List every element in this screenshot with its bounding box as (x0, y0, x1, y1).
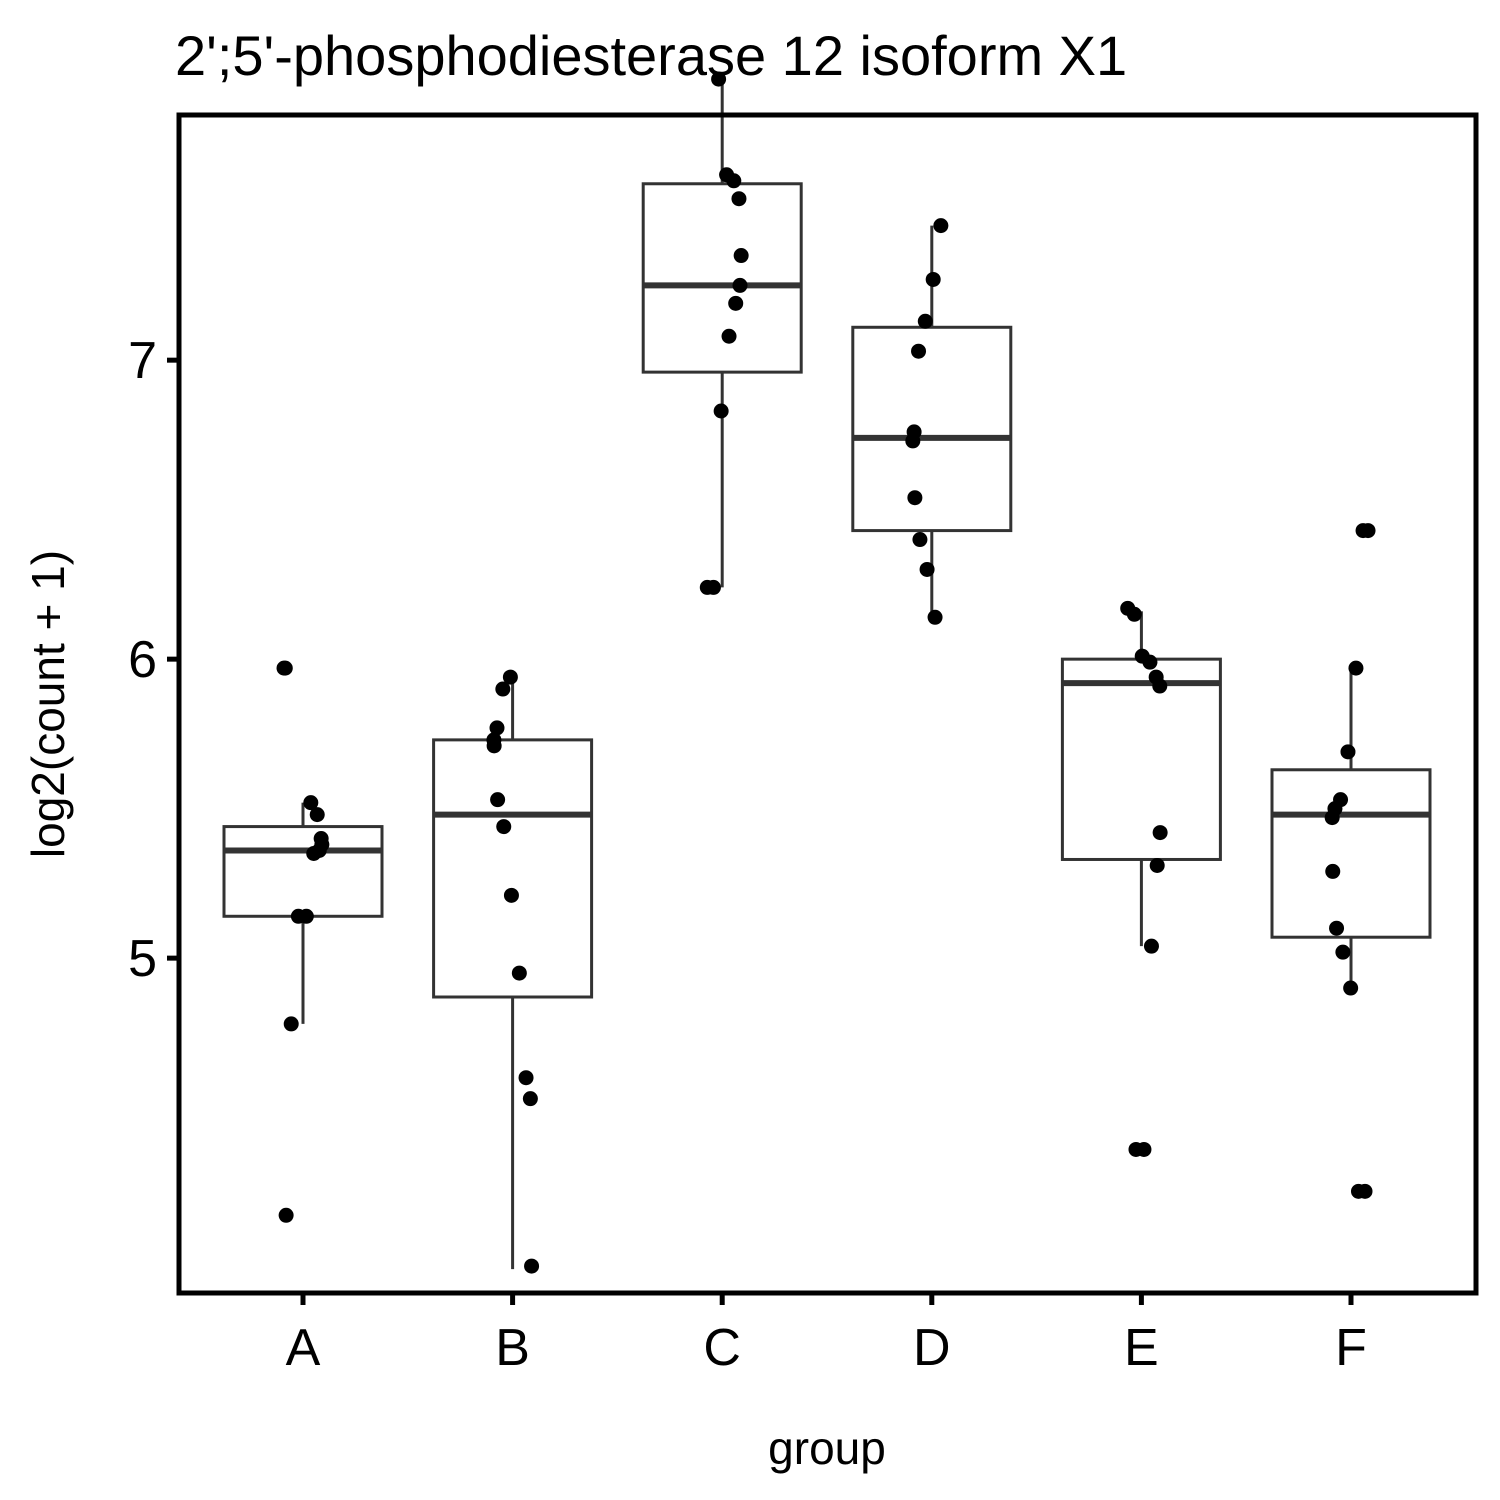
data-point (917, 313, 933, 329)
box-body (222, 825, 384, 918)
data-point (927, 609, 943, 625)
x-tick-label-F: F (1335, 1319, 1367, 1377)
data-point (1142, 654, 1158, 670)
data-point (277, 660, 293, 676)
data-point (933, 218, 949, 234)
data-point (306, 845, 322, 861)
data-point (1343, 980, 1359, 996)
y-tick-label: 7 (128, 332, 157, 390)
box-F (1270, 668, 1432, 983)
data-point (524, 1258, 540, 1274)
data-point (731, 191, 747, 207)
box-E (1060, 611, 1222, 947)
box-body (1060, 657, 1222, 861)
x-axis-label: group (768, 1422, 886, 1474)
data-point (283, 1016, 299, 1032)
plot-panel-border (176, 112, 1479, 1296)
data-point (713, 403, 729, 419)
data-point (511, 965, 527, 981)
data-point (1324, 810, 1340, 826)
data-point (905, 433, 921, 449)
y-tick-label: 6 (128, 631, 157, 689)
x-tick-label-D: D (913, 1319, 951, 1377)
data-point (495, 681, 511, 697)
box-body (432, 738, 594, 999)
data-point (1355, 523, 1371, 539)
x-tick-label-B: B (495, 1319, 530, 1377)
data-point (309, 807, 325, 823)
data-point (290, 908, 306, 924)
data-point (912, 532, 928, 548)
data-point (1325, 863, 1341, 879)
data-point (1152, 678, 1168, 694)
data-point (490, 792, 506, 808)
data-point (1126, 606, 1142, 622)
data-point (1357, 1183, 1373, 1199)
box-body (851, 325, 1013, 533)
data-point (721, 328, 737, 344)
box-body (1270, 768, 1432, 939)
x-tick-label-A: A (286, 1319, 321, 1377)
data-point (732, 277, 748, 293)
data-point (518, 1070, 534, 1086)
box-D (851, 225, 1013, 618)
data-point (925, 271, 941, 287)
data-point (1335, 944, 1351, 960)
data-point (907, 490, 923, 506)
data-point (1152, 825, 1168, 841)
data-point (1149, 857, 1165, 873)
data-point (911, 343, 927, 359)
data-point (503, 887, 519, 903)
x-tick-label-C: C (703, 1319, 741, 1377)
points-B (486, 669, 540, 1274)
points-C (699, 71, 749, 595)
data-point (486, 738, 502, 754)
data-point (919, 561, 935, 577)
points-D (905, 218, 949, 625)
data-point (733, 248, 749, 264)
plot-layer (222, 71, 1432, 1274)
data-point (711, 71, 727, 87)
box-A (222, 802, 384, 1024)
data-point (1128, 1141, 1144, 1157)
data-point (1143, 938, 1159, 954)
box-C (641, 79, 803, 588)
data-point (496, 819, 512, 835)
points-A (276, 660, 330, 1223)
data-point (1329, 920, 1345, 936)
data-point (699, 579, 715, 595)
data-point (522, 1091, 538, 1107)
data-point (1340, 744, 1356, 760)
data-point (489, 720, 505, 736)
points-F (1324, 523, 1376, 1199)
y-axis-label: log2(count + 1) (22, 550, 74, 858)
data-point (303, 795, 319, 811)
x-tick-label-E: E (1124, 1319, 1159, 1377)
data-point (502, 669, 518, 685)
data-point (1348, 660, 1364, 676)
points-E (1120, 600, 1168, 1157)
y-tick-label: 5 (128, 930, 157, 988)
box-body (641, 182, 803, 374)
box-B (432, 677, 594, 1270)
axis-layer: 5 6 7 A B C D E F (128, 332, 1367, 1377)
chart-title: 2';5'-phosphodiesterase 12 isoform X1 (175, 24, 1127, 87)
data-point (728, 295, 744, 311)
data-point (726, 173, 742, 189)
data-point (278, 1207, 294, 1223)
